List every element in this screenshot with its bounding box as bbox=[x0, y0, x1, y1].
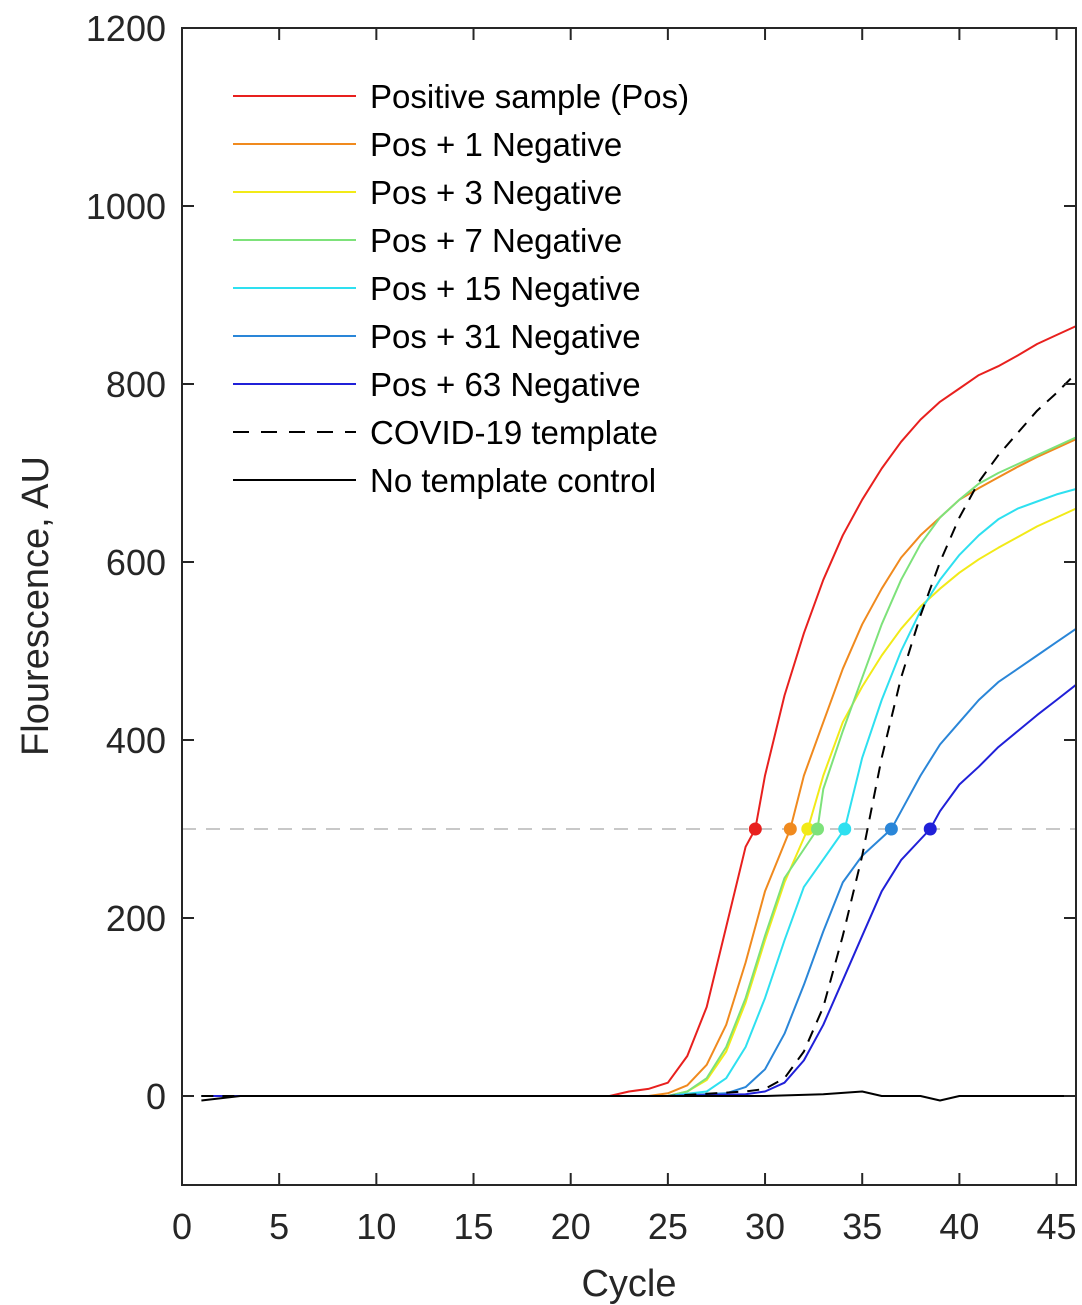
legend: Positive sample (Pos) Pos + 1 Negative Pos… bbox=[233, 78, 689, 499]
y-tick-label: 400 bbox=[106, 720, 166, 761]
threshold-marker-pos-63-negative bbox=[923, 822, 937, 836]
y-tick-label: 1000 bbox=[86, 186, 166, 227]
legend-label-pos-3-negative: Pos + 3 Negative bbox=[370, 174, 622, 211]
x-tick-label: 35 bbox=[842, 1206, 882, 1247]
threshold-marker-pos-15-negative bbox=[838, 822, 852, 836]
series-line-pos-3-negative bbox=[201, 507, 1077, 1097]
threshold-marker-positive-sample-pos bbox=[748, 822, 762, 836]
legend-label-covid-19-template: COVID-19 template bbox=[370, 414, 658, 451]
legend-label-pos-31-negative: Pos + 31 Negative bbox=[370, 318, 641, 355]
y-tick-label: 1200 bbox=[86, 8, 166, 49]
threshold-markers bbox=[748, 822, 937, 836]
x-axis: 0 5 10 15 20 25 30 35 40 45 bbox=[172, 28, 1077, 1247]
series-line-pos-63-negative bbox=[201, 684, 1077, 1097]
y-axis: 0 200 400 600 800 1000 1200 bbox=[86, 8, 1076, 1117]
x-tick-label: 30 bbox=[745, 1206, 785, 1247]
plot-area bbox=[181, 27, 1077, 1186]
y-tick-label: 200 bbox=[106, 898, 166, 939]
x-tick-label: 20 bbox=[551, 1206, 591, 1247]
threshold-marker-pos-1-negative bbox=[783, 822, 797, 836]
x-tick-label: 40 bbox=[939, 1206, 979, 1247]
legend-label-positive-sample-pos: Positive sample (Pos) bbox=[370, 78, 689, 115]
y-tick-label: 600 bbox=[106, 542, 166, 583]
x-tick-label: 10 bbox=[356, 1206, 396, 1247]
series-line-no-template-control bbox=[201, 1090, 1076, 1102]
series-line-pos-15-negative bbox=[201, 488, 1077, 1097]
x-tick-label: 5 bbox=[269, 1206, 289, 1247]
x-tick-label: 45 bbox=[1037, 1206, 1077, 1247]
legend-label-pos-15-negative: Pos + 15 Negative bbox=[370, 270, 641, 307]
threshold-marker-pos-3-negative bbox=[801, 822, 815, 836]
legend-label-pos-1-negative: Pos + 1 Negative bbox=[370, 126, 622, 163]
x-axis-label: Cycle bbox=[581, 1263, 676, 1305]
series-line-covid-19-template bbox=[201, 372, 1077, 1097]
legend-label-no-template-control: No template control bbox=[370, 462, 656, 499]
series-line-pos-31-negative bbox=[201, 627, 1077, 1097]
series-line-pos-1-negative bbox=[201, 438, 1077, 1097]
x-tick-label: 0 bbox=[172, 1206, 192, 1247]
x-tick-label: 25 bbox=[648, 1206, 688, 1247]
threshold-marker-pos-7-negative bbox=[811, 822, 825, 836]
y-tick-label: 800 bbox=[106, 364, 166, 405]
legend-label-pos-7-negative: Pos + 7 Negative bbox=[370, 222, 622, 259]
x-tick-label: 15 bbox=[453, 1206, 493, 1247]
series-line-pos-7-negative bbox=[201, 436, 1077, 1097]
y-tick-label: 0 bbox=[146, 1076, 166, 1117]
threshold-marker-pos-31-negative bbox=[884, 822, 898, 836]
y-axis-label: Flourescence, AU bbox=[15, 456, 57, 756]
legend-label-pos-63-negative: Pos + 63 Negative bbox=[370, 366, 641, 403]
